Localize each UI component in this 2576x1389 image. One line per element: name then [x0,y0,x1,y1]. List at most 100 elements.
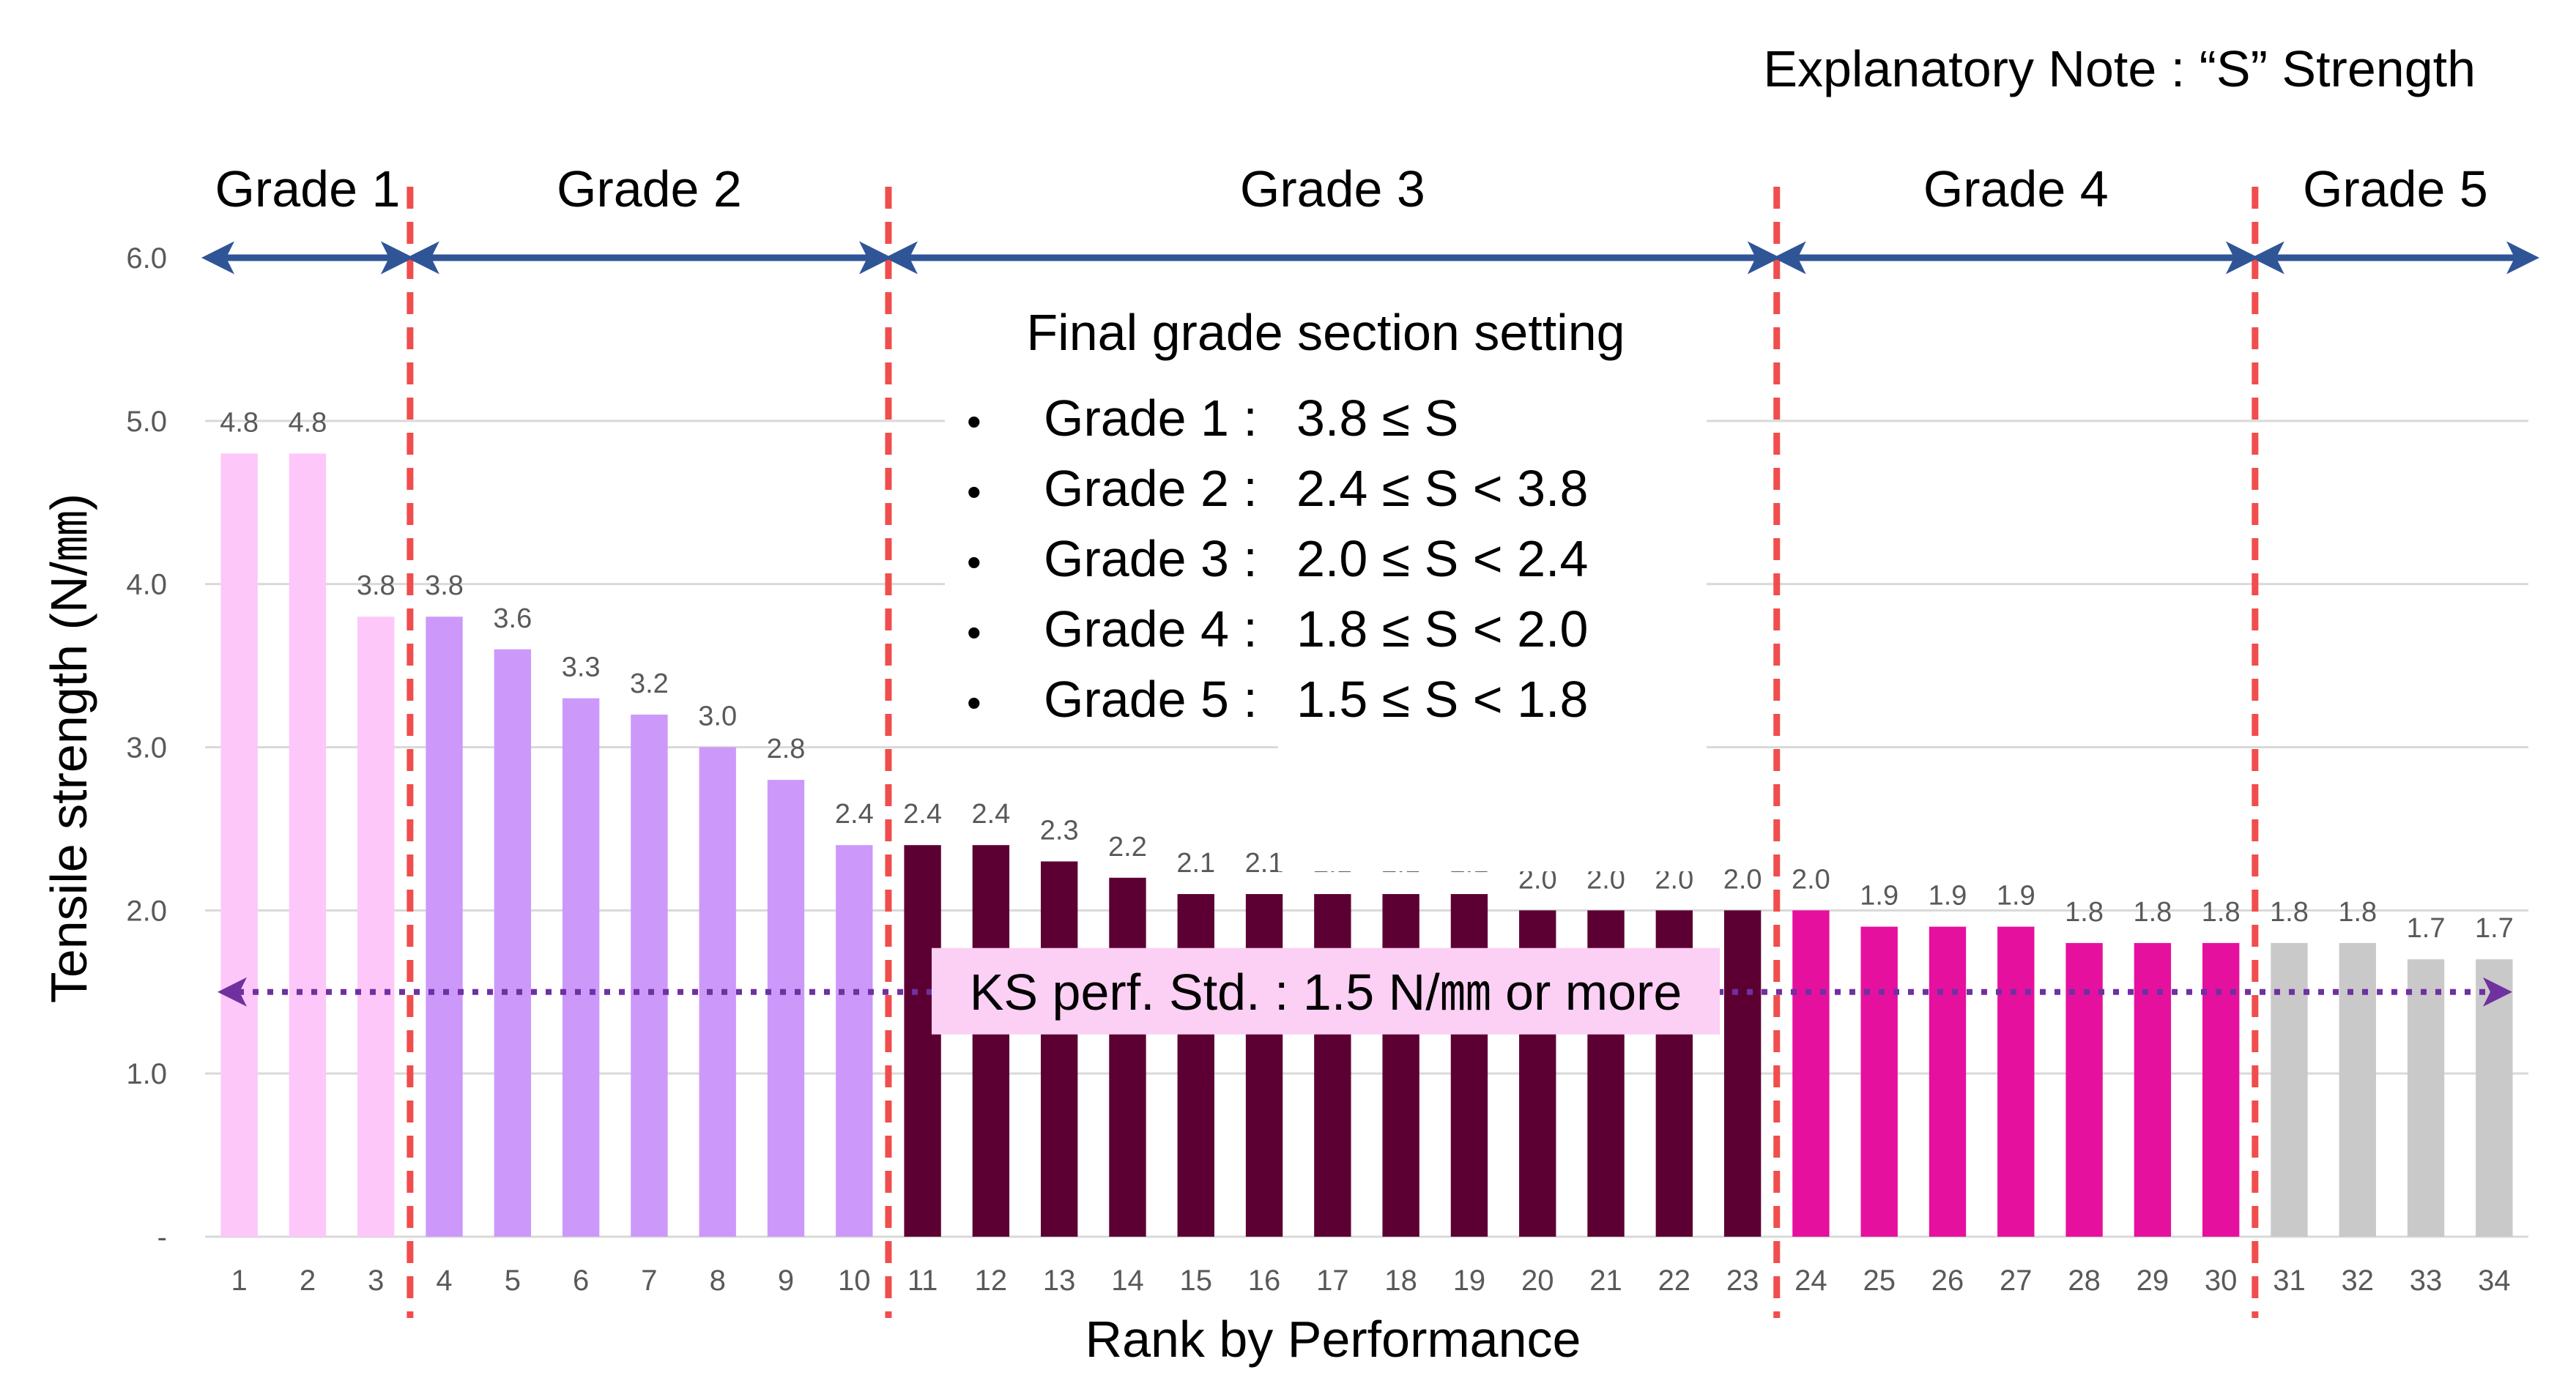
grade-label: Grade 1 [215,160,400,217]
x-tick-label: 24 [1794,1265,1827,1297]
bar [1860,926,1898,1237]
grade-label: Grade 2 [557,160,742,217]
y-tick-label: 5.0 [126,406,167,438]
x-tick-label: 2 [300,1265,316,1297]
y-tick-label: 6.0 [126,242,167,275]
data-label: 1.9 [1997,881,2035,912]
bar [767,780,805,1237]
x-tick-label: 11 [907,1265,938,1297]
data-label: 2.4 [835,799,874,830]
bar [2134,942,2172,1237]
x-tick-label: 29 [2137,1265,2169,1297]
bar [289,453,327,1237]
data-label: 2.1 [1176,848,1215,879]
data-label: 3.3 [562,652,601,683]
y-tick-label: 1.0 [126,1058,167,1090]
x-axis-title: Rank by Performance [1085,1311,1581,1368]
x-tick-label: 14 [1111,1265,1144,1297]
bar [1792,910,1830,1237]
x-tick-label: 6 [573,1265,589,1297]
data-label: 2.4 [903,799,942,830]
bar [357,617,395,1237]
bar [836,845,873,1237]
data-label: 1.8 [2338,897,2377,928]
bar [904,845,941,1237]
bar [562,698,600,1237]
x-tick-label: 23 [1726,1265,1759,1297]
bar [2202,942,2240,1237]
data-label: 2.1 [1245,848,1284,879]
bullet-icon: • [967,539,981,585]
data-label: 1.8 [2133,897,2172,928]
bar [2065,942,2103,1237]
bar [1997,926,2035,1237]
grade-label: Grade 4 [1923,160,2109,217]
grade-label: Grade 5 [2303,160,2488,217]
x-tick-label: 19 [1453,1265,1486,1297]
annotation-range: 2.4 ≤ S < 3.8 [1296,460,1588,517]
bullet-icon: • [967,469,981,515]
annotation-box-extension [1278,586,1707,871]
annotation-grade: Grade 3 : [1044,530,1258,587]
bar [972,845,1010,1237]
y-tick-label: 3.0 [126,732,167,764]
bar [1177,894,1214,1237]
x-tick-label: 30 [2205,1265,2238,1297]
data-label: 2.0 [1792,864,1830,895]
data-label: 1.8 [2065,897,2104,928]
x-tick-label: 10 [838,1265,871,1297]
x-tick-label: 18 [1384,1265,1417,1297]
data-label: 2.2 [1108,832,1147,863]
x-tick-label: 7 [641,1265,657,1297]
x-tick-label: 3 [368,1265,384,1297]
x-tick-label: 26 [1931,1265,1964,1297]
y-tick-label: 2.0 [126,895,167,927]
bar [1245,894,1283,1237]
bar [1314,894,1351,1237]
x-tick-label: 25 [1863,1265,1896,1297]
x-tick-label: 12 [975,1265,1008,1297]
bar [220,453,258,1237]
annotation-grade: Grade 4 : [1044,600,1258,658]
data-label: 3.0 [698,701,737,732]
data-label: 3.6 [493,603,532,634]
data-label: 4.8 [289,407,327,438]
annotation-range: 2.0 ≤ S < 2.4 [1296,530,1588,587]
x-tick-label: 5 [505,1265,521,1297]
bar [1040,861,1078,1237]
data-label: 1.8 [2270,897,2309,928]
bar [1450,894,1488,1237]
x-tick-label: 15 [1180,1265,1213,1297]
bullet-icon: • [967,609,981,655]
bar [1929,926,1967,1237]
data-label: 1.9 [1929,881,1967,912]
data-label: 3.8 [425,570,464,601]
bullet-icon: • [967,679,981,726]
data-label: 4.8 [220,407,259,438]
bar [2271,942,2308,1237]
y-tick-label: 4.0 [126,569,167,601]
data-label: 2.0 [1723,864,1762,895]
annotation-title: Final grade section setting [1026,304,1625,361]
x-tick-label: 32 [2342,1265,2375,1297]
x-tick-label: 13 [1043,1265,1076,1297]
x-tick-label: 9 [778,1265,794,1297]
annotation-grade: Grade 1 : [1044,390,1258,447]
x-tick-label: 34 [2478,1265,2511,1297]
annotation-grade: Grade 5 : [1044,671,1258,728]
annotation-range: 3.8 ≤ S [1296,390,1458,447]
data-label: 1.9 [1860,881,1898,912]
bar [2407,959,2445,1237]
data-label: 2.8 [767,734,806,764]
bar [1382,894,1419,1237]
bar [1723,910,1762,1237]
bullet-icon: • [967,398,981,444]
explanatory-note: Explanatory Note : “S” Strength [1763,40,2476,97]
reference-label-box [932,947,1720,1035]
annotation-range: 1.8 ≤ S < 2.0 [1296,600,1588,658]
x-tick-label: 16 [1248,1265,1281,1297]
data-label: 3.2 [630,669,669,699]
bar [1109,877,1146,1237]
x-tick-label: 31 [2273,1265,2306,1297]
